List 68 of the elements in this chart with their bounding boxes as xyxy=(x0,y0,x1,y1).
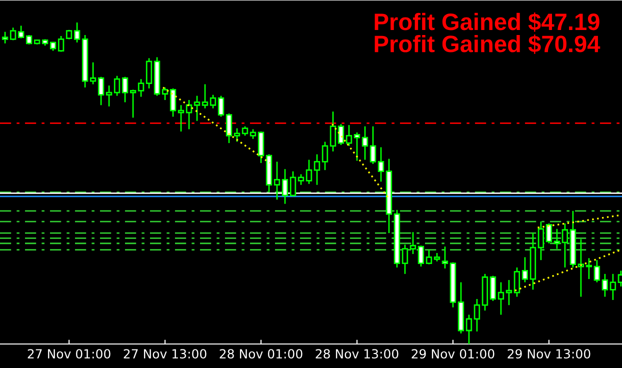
x-tick-label: 27 Nov 01:00 xyxy=(28,349,110,359)
candlestick xyxy=(170,88,176,118)
candlestick xyxy=(322,141,328,171)
candlestick xyxy=(58,35,64,52)
candlestick xyxy=(354,132,360,162)
candlestick xyxy=(146,57,152,90)
candlestick xyxy=(498,282,504,316)
candlestick xyxy=(274,161,280,200)
x-tick-label: 27 Nov 13:00 xyxy=(124,349,206,359)
candlestick xyxy=(562,222,568,268)
candlestick xyxy=(290,170,296,198)
candlestick xyxy=(514,266,520,298)
candlestick xyxy=(426,249,432,265)
candlestick xyxy=(186,99,192,130)
candlestick xyxy=(162,86,168,101)
candlestick xyxy=(298,174,304,186)
candlestick xyxy=(98,76,104,106)
x-tick-label: 28 Nov 01:00 xyxy=(220,349,302,359)
x-tick-label: 28 Nov 13:00 xyxy=(316,349,398,359)
candlestick xyxy=(106,84,112,108)
annotation: Profit Gained $47.19 xyxy=(374,12,600,32)
candlestick xyxy=(370,126,376,165)
candlestick xyxy=(610,273,616,301)
candlestick xyxy=(18,25,24,39)
candlestick xyxy=(594,259,600,283)
candlestick xyxy=(586,257,592,280)
x-tick-label: 29 Nov 13:00 xyxy=(508,349,590,359)
candlestick xyxy=(194,95,200,122)
candlestick xyxy=(242,126,248,136)
candlestick xyxy=(442,246,448,270)
candlestick xyxy=(490,275,496,302)
candlestick xyxy=(90,62,96,85)
candlestick xyxy=(378,146,384,182)
candlestick xyxy=(346,124,352,147)
candlestick xyxy=(306,159,312,185)
candlestick xyxy=(330,110,336,152)
candlestick xyxy=(202,84,208,110)
candlestick xyxy=(178,104,184,132)
candlestick xyxy=(2,31,8,44)
candlestick xyxy=(258,130,264,164)
candlestick xyxy=(546,222,552,244)
candlestick xyxy=(122,76,128,103)
candlestick xyxy=(522,256,528,283)
candlestick xyxy=(338,123,344,146)
candlestick xyxy=(554,228,560,250)
candlestick xyxy=(138,78,144,98)
candlestick xyxy=(74,22,80,44)
candlestick xyxy=(538,220,544,261)
candlestick xyxy=(250,128,256,140)
candlestick xyxy=(506,279,512,306)
candlestick xyxy=(474,298,480,332)
candlestick xyxy=(226,112,232,144)
candlestick xyxy=(234,128,240,142)
candlestick xyxy=(114,75,120,96)
candlestick xyxy=(466,314,472,344)
candlestick xyxy=(10,26,16,41)
candlestick xyxy=(26,34,32,46)
candlestick xyxy=(602,273,608,298)
x-tick-label: 29 Nov 01:00 xyxy=(412,349,494,359)
candlestick xyxy=(402,244,408,275)
candlestick xyxy=(418,244,424,268)
candlestick xyxy=(130,89,136,118)
candlestick xyxy=(210,94,216,110)
candlestick xyxy=(410,231,416,255)
candlestick xyxy=(218,95,224,118)
annotation: Profit Gained $70.94 xyxy=(374,34,600,54)
candlestick xyxy=(362,126,368,160)
candlestick xyxy=(314,154,320,186)
